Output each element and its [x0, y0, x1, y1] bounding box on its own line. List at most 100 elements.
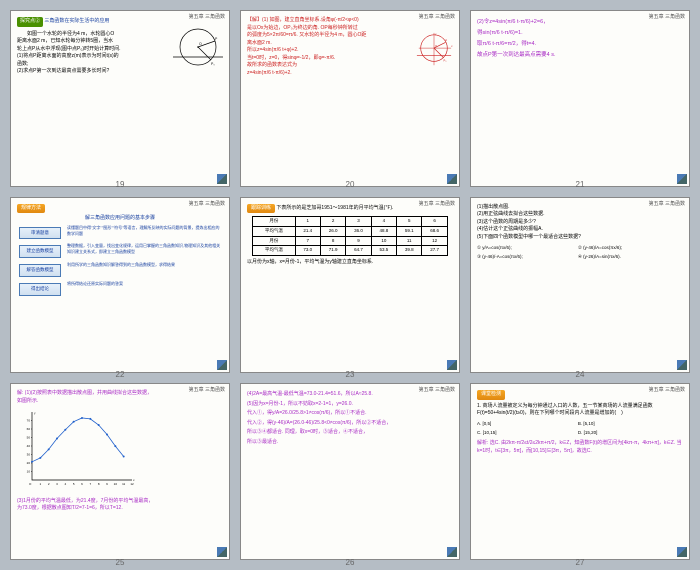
slide-24: 第五章 三角函数 (1)描出散点图. (2)用正弦曲线去拟合这些数据. (3)这…: [470, 197, 690, 374]
table-footer: 以月份为x轴，x=月份-1，平均气温为y轴建立直角坐标系.: [247, 259, 453, 267]
option: ④ (y-26)/A=sin(πx/6).: [578, 254, 677, 261]
table-cell: 12: [422, 236, 447, 246]
svg-text:1: 1: [39, 482, 41, 486]
svg-text:9: 9: [106, 482, 108, 486]
page-num: 22: [10, 370, 230, 379]
topic-badge: 探究点②: [17, 17, 43, 27]
flow-desc: 读懂题目中得"文字""图形""符号"等语言，理解所反映的实际问题的背景，提炼出相…: [63, 225, 223, 237]
line: 故所求的函数表达式为: [247, 62, 415, 70]
flow-step: 得出结论: [19, 283, 61, 296]
table-cell: 36.0: [346, 226, 371, 236]
table-cell: 4: [371, 217, 396, 227]
table-cell: 26.0: [320, 226, 345, 236]
page-num: 19: [10, 180, 230, 189]
page-num: 23: [240, 370, 460, 379]
table-cell: 73.0: [295, 246, 320, 256]
option: ③ (y-46)/-A=cos(πx/6);: [477, 254, 576, 261]
option: ① y/A=cos(πx/6);: [477, 245, 576, 252]
svg-text:O: O: [435, 44, 437, 48]
line: 当t=0时，z=0，得sinφ=-1/2，即φ=-π/6.: [247, 55, 415, 63]
header: 第五章 三角函数: [649, 13, 685, 20]
header: 第五章 三角函数: [189, 200, 225, 207]
slide-19: 第五章 三角函数 探究点② 三角函数在实际生活中的应用 如图一个水轮的半径为4 …: [10, 10, 230, 187]
header: 第五章 三角函数: [419, 200, 455, 207]
footer-icon: [447, 547, 457, 557]
line: (5)因为x=月份-1，所以不妨取x=2-1=1，y=26.0.: [247, 400, 453, 410]
slide-20: 第五章 三角函数 【解】(1) 如图，建立直角坐标系.设角φ(-π/2<φ<0)…: [240, 10, 460, 187]
svg-text:P₀: P₀: [211, 62, 215, 66]
line: 为73.0度，根据散点图知T/2=7-1=6，所以T=12.: [17, 505, 223, 513]
table-cell: 48.8: [371, 226, 396, 236]
line: 离水面2 m.: [247, 40, 415, 48]
svg-text:5: 5: [73, 482, 75, 486]
line: 代入①，得y/A=26.0/25.8>1≠cos(π/6)，所以①不适合.: [247, 409, 453, 419]
table-cell: 5: [397, 217, 422, 227]
svg-text:60: 60: [27, 427, 31, 431]
footer-icon: [447, 360, 457, 370]
header: 第五章 三角函数: [189, 386, 225, 393]
svg-text:P₀: P₀: [444, 58, 447, 62]
svg-text:y: y: [34, 411, 36, 415]
svg-text:7: 7: [89, 482, 91, 486]
svg-text:P: P: [445, 38, 447, 42]
scatter-chart: 10203040506070123456789101112Oyx: [17, 407, 137, 492]
flow-step: 审清题意: [19, 227, 61, 240]
page-num: 24: [470, 370, 690, 379]
page-num: 25: [10, 558, 230, 567]
line: z=4sin(π/6 t-π/6)+2.: [247, 70, 415, 78]
svg-text:2: 2: [48, 482, 50, 486]
table-cell: 1: [295, 217, 320, 227]
table-cell: 27.7: [422, 246, 447, 256]
option-b: B. [5,10]: [578, 421, 677, 428]
table-cell: 9: [346, 236, 371, 246]
slide-25: 第五章 三角函数 解: (1)(2)按照表中数据描出散点图，并用曲线拟合这些数据…: [10, 383, 230, 560]
footer-icon: [217, 360, 227, 370]
footer-icon: [677, 360, 687, 370]
svg-text:11: 11: [122, 482, 125, 486]
svg-text:40: 40: [27, 444, 31, 448]
slide-21: 第五章 三角函数 (2)令z=4sin(π/6 t-π/6)+2=6， 得sin…: [470, 10, 690, 187]
svg-text:O: O: [199, 42, 202, 46]
flow-desc: 整理数据，引入变量，找出变化规律，运用已掌握的三角函数知识,物理知识及其他相关知…: [63, 243, 223, 255]
explanation: 解析: 选C. 由2kπ-π/2≤t/2≤2kπ+π/2，k∈Z，知函数F(t)…: [477, 440, 683, 455]
table-cell: 59.1: [397, 226, 422, 236]
flow-desc: 利用所学的三角函数知识解答得到的三角函数模型，求得结果: [63, 262, 223, 268]
slide-22: 第五章 三角函数 规律方法 解三角函数应用问题的基本步骤 审清题意 读懂题目中得…: [10, 197, 230, 374]
table-cell: 月份: [253, 236, 295, 246]
svg-text:70: 70: [27, 419, 31, 423]
svg-text:8: 8: [98, 482, 100, 486]
table-cell: 6: [422, 217, 447, 227]
page-num: 27: [470, 558, 690, 567]
option-a: A. [0,5]: [477, 421, 576, 428]
svg-text:30: 30: [27, 453, 31, 457]
line: 的弧度为5×2π/60=π/6. 又水轮的半径为4 m，圆心O距: [247, 32, 415, 40]
svg-text:x: x: [451, 45, 453, 48]
page-num: 21: [470, 180, 690, 189]
svg-text:20: 20: [27, 461, 31, 465]
slide-27: 第五章 三角函数 课堂检测 1. 商场人流量被定义为每分钟通过入口的人数，五一节…: [470, 383, 690, 560]
table-cell: 平均气温: [253, 226, 295, 236]
svg-text:10: 10: [27, 470, 31, 474]
table-cell: 7: [295, 236, 320, 246]
svg-text:x: x: [133, 478, 135, 482]
table-cell: 11: [397, 236, 422, 246]
slide-23: 第五章 三角函数 跟踪训练 下表所示的是芝加哥1951～1981年的月平均气温(…: [240, 197, 460, 374]
table-cell: 71.9: [320, 246, 345, 256]
svg-text:P: P: [215, 37, 218, 41]
table-cell: 64.7: [346, 246, 371, 256]
page-num: 20: [240, 180, 460, 189]
line: (4)估计这个正弦曲线的振幅A.: [477, 226, 683, 234]
footer-icon: [677, 547, 687, 557]
option: ② (y-46)/A=cos(πx/6);: [578, 245, 677, 252]
practice-badge: 跟踪训练: [247, 204, 275, 214]
line: (2)用正弦曲线去拟合这些数据.: [477, 211, 683, 219]
coord-diagram: x y O P P₀: [415, 31, 453, 69]
quiz-badge: 课堂检测: [477, 390, 505, 400]
line: 【解】(1) 如图，建立直角坐标系.设角φ(-π/2<φ<0): [247, 17, 415, 25]
line: 代入②，得(y-46)/A=(26.0-46)/25.8<0≠cos(π/6)，…: [247, 419, 453, 429]
line: 得sin(π/6 t-π/6)=1.: [477, 28, 683, 39]
header: 第五章 三角函数: [419, 386, 455, 393]
option-d: D. [15,20]: [578, 430, 677, 437]
option-c: C. [10,15]: [477, 430, 576, 437]
table-cell: 8: [320, 236, 345, 246]
